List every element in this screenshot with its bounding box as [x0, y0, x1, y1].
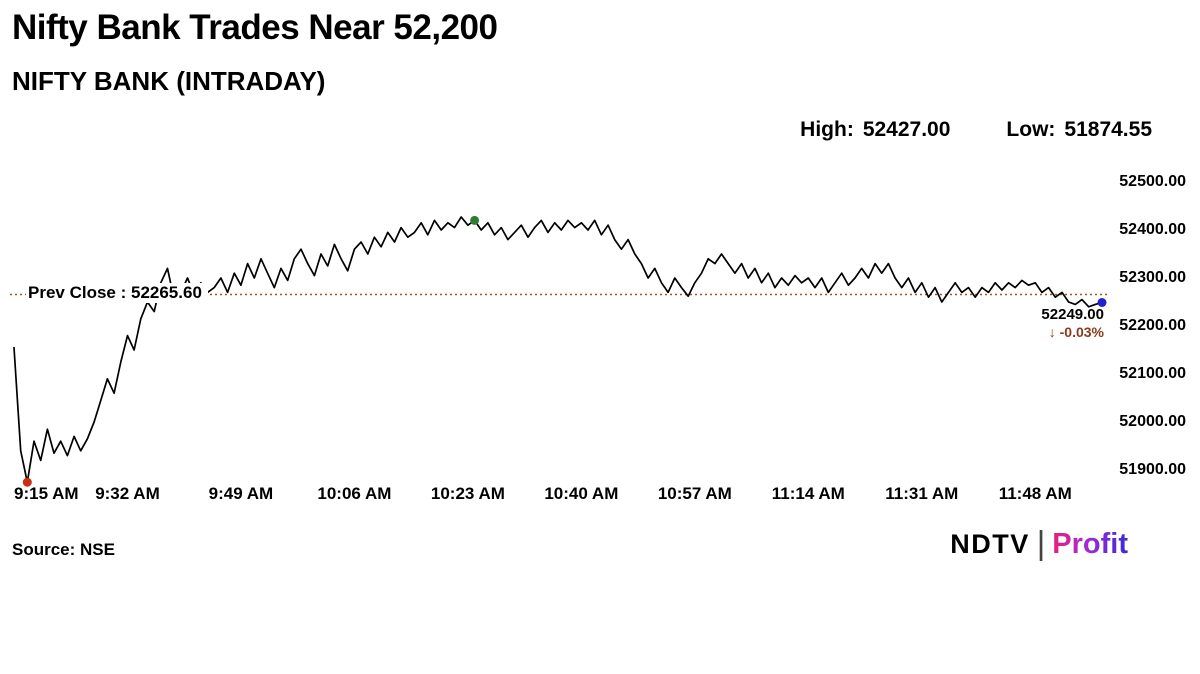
low-value: 51874.55: [1064, 118, 1152, 141]
y-axis-label: 52500.00: [1119, 173, 1186, 190]
x-axis-label: 10:06 AM: [317, 484, 392, 503]
price-line: [13, 216, 1103, 484]
y-axis-label: 52400.00: [1119, 221, 1186, 238]
source-attribution: Source: NSE: [12, 540, 115, 559]
high-low-row: High: 52427.00 Low: 51874.55: [800, 118, 1152, 142]
y-axis-label: 51900.00: [1119, 461, 1186, 478]
y-axis-label: 52200.00: [1119, 317, 1186, 334]
last-price-change: ↓ -0.03%: [1048, 324, 1104, 341]
profit-logo-text: Profit: [1052, 528, 1128, 560]
low-readout: Low: 51874.55: [1006, 118, 1152, 142]
x-axis-label: 11:31 AM: [885, 484, 959, 503]
price-line-chart: [10, 170, 1110, 487]
low-label: Low:: [1006, 118, 1056, 141]
x-axis-label: 9:49 AM: [208, 484, 274, 503]
ndtv-logo-text: NDTV: [950, 529, 1030, 559]
last-price-value: 52249.00: [1041, 305, 1104, 323]
y-axis-label: 52300.00: [1119, 269, 1186, 286]
prev-close-label: Prev Close : 52265.60: [26, 282, 208, 303]
x-axis-label: 11:48 AM: [998, 484, 1072, 503]
high-label: High:: [800, 118, 854, 141]
chart-subtitle: NIFTY BANK (INTRADAY): [12, 66, 326, 96]
y-axis-label: 52000.00: [1119, 413, 1186, 430]
x-axis-label: 10:40 AM: [544, 484, 619, 503]
x-axis-label: 10:23 AM: [430, 484, 505, 503]
x-axis-label: 9:32 AM: [95, 484, 160, 503]
last-marker: [1097, 298, 1107, 307]
chart-canvas: [10, 215, 1110, 487]
y-axis-label: 52100.00: [1119, 365, 1186, 382]
high-marker: [470, 215, 480, 225]
x-axis-label: 10:57 AM: [657, 484, 732, 503]
ndtv-profit-logo: NDTV | Profit: [950, 524, 1128, 561]
logo-divider: |: [1036, 524, 1046, 561]
page-title: Nifty Bank Trades Near 52,200: [12, 8, 498, 47]
high-readout: High: 52427.00: [800, 118, 950, 142]
x-axis-label: 9:15 AM: [14, 484, 79, 503]
x-axis-label: 11:14 AM: [771, 484, 845, 503]
high-value: 52427.00: [862, 118, 951, 141]
last-price-annotation: 52249.00 ↓ -0.03%: [1041, 306, 1104, 342]
low-marker: [22, 477, 32, 487]
